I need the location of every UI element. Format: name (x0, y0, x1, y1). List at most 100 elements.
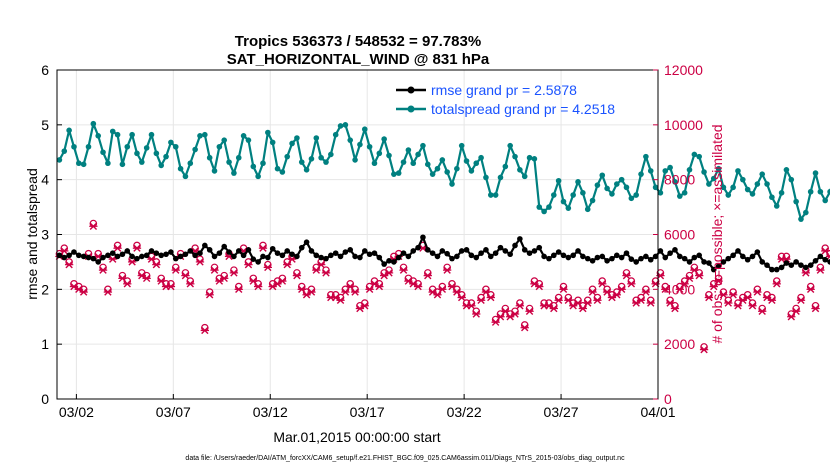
rmse-point (274, 250, 281, 256)
rmse-point (584, 255, 591, 262)
totalspread-point (352, 157, 358, 163)
rmse-point (109, 250, 116, 256)
totalspread-point (730, 184, 736, 191)
totalspread-point (85, 143, 92, 150)
totalspread-point (100, 149, 106, 156)
data-file-footnote: data file: /Users/raeder/DAI/ATM_forcXX/… (185, 455, 625, 462)
rmse-point (502, 248, 509, 254)
assimilated-obs-point (525, 307, 534, 315)
totalspread-point (667, 164, 673, 171)
rmse-point (148, 248, 155, 254)
totalspread-point (691, 151, 698, 158)
assimilated-obs-point (234, 285, 243, 294)
rmse-point (66, 252, 72, 259)
rmse-point (614, 252, 620, 259)
totalspread-point (492, 192, 499, 198)
rmse-point (328, 252, 334, 259)
x-tick-label: 03/07 (156, 404, 191, 420)
totalspread-point (623, 184, 630, 191)
rmse-point (754, 249, 761, 255)
rmse-point (798, 262, 804, 269)
rmse-point (415, 244, 421, 251)
totalspread-point (541, 208, 547, 215)
rmse-point (56, 252, 63, 259)
totalspread-point (487, 192, 494, 198)
totalspread-point (182, 173, 189, 180)
totalspread-point (415, 151, 421, 158)
totalspread-point (594, 182, 601, 188)
assimilated-obs-point (641, 288, 651, 296)
assimilated-obs-point (724, 299, 733, 307)
rmse-point (255, 259, 261, 265)
totalspread-point (580, 190, 586, 196)
assimilated-obs-point (258, 244, 268, 252)
rmse-point (744, 256, 751, 263)
rmse-point (735, 248, 741, 254)
totalspread-point (458, 142, 465, 149)
assimilated-obs-point (549, 304, 558, 313)
rmse-point (124, 248, 131, 254)
assimilated-obs-point (200, 326, 209, 335)
rmse-point (773, 266, 780, 273)
assimilated-obs-point (64, 260, 74, 269)
assimilated-obs-point (186, 280, 195, 288)
assimilated-obs-point (598, 280, 607, 288)
left-tick-label: 4 (41, 172, 49, 188)
rmse-point (677, 253, 683, 260)
totalspread-point (812, 170, 819, 176)
totalspread-point (429, 171, 436, 177)
totalspread-point (216, 143, 223, 150)
rmse-point (85, 254, 92, 261)
totalspread-point (231, 170, 237, 176)
rmse-point (337, 253, 344, 260)
totalspread-point (114, 131, 121, 138)
assimilated-obs-point (336, 296, 345, 304)
rmse-point (550, 252, 557, 259)
rmse-point (594, 254, 601, 261)
assimilated-obs-point (152, 260, 161, 269)
totalspread-point (536, 204, 543, 210)
totalspread-point (706, 181, 712, 187)
assimilated-obs-point (748, 302, 757, 310)
rmse-point (643, 253, 649, 260)
rmse-point (468, 252, 475, 259)
series-layer (55, 120, 830, 354)
totalspread-point (715, 165, 722, 172)
totalspread-point (303, 166, 310, 173)
assimilated-obs-point (806, 285, 815, 294)
totalspread-point (255, 173, 261, 180)
rmse-point (580, 253, 586, 260)
rmse-point (332, 250, 339, 256)
rmse-point (206, 247, 213, 253)
assimilated-obs-point (622, 271, 631, 280)
totalspread-point (643, 153, 649, 160)
totalspread-point (570, 192, 576, 198)
rmse-point (76, 252, 82, 259)
totalspread-point (439, 157, 446, 163)
totalspread-point (202, 131, 208, 138)
rmse-point (235, 248, 242, 254)
rmse-point (609, 255, 615, 262)
rmse-point (546, 255, 552, 262)
rmse-point (565, 254, 572, 261)
rmse-point (357, 254, 363, 261)
rmse-point (405, 253, 412, 260)
totalspread-point (618, 176, 625, 183)
assimilated-obs-point (60, 247, 69, 255)
assimilated-obs-point (423, 271, 432, 280)
totalspread-point (507, 142, 513, 149)
chart-title-line1: Tropics 536373 / 548532 = 97.783% (235, 33, 481, 50)
assimilated-obs-point (699, 345, 709, 354)
totalspread-point (478, 154, 484, 161)
rmse-point (323, 255, 329, 262)
rmse-point (454, 253, 460, 260)
rmse-point (303, 239, 310, 245)
left-axis-ticks: 0 1 2 3 4 5 6 (41, 62, 62, 407)
totalspread-point (328, 151, 334, 158)
rmse-point (294, 253, 300, 260)
totalspread-point (803, 209, 809, 216)
totalspread-point (555, 177, 562, 184)
rmse-point (134, 255, 140, 262)
totalspread-point (749, 191, 756, 197)
assimilated-obs-point (559, 285, 568, 294)
